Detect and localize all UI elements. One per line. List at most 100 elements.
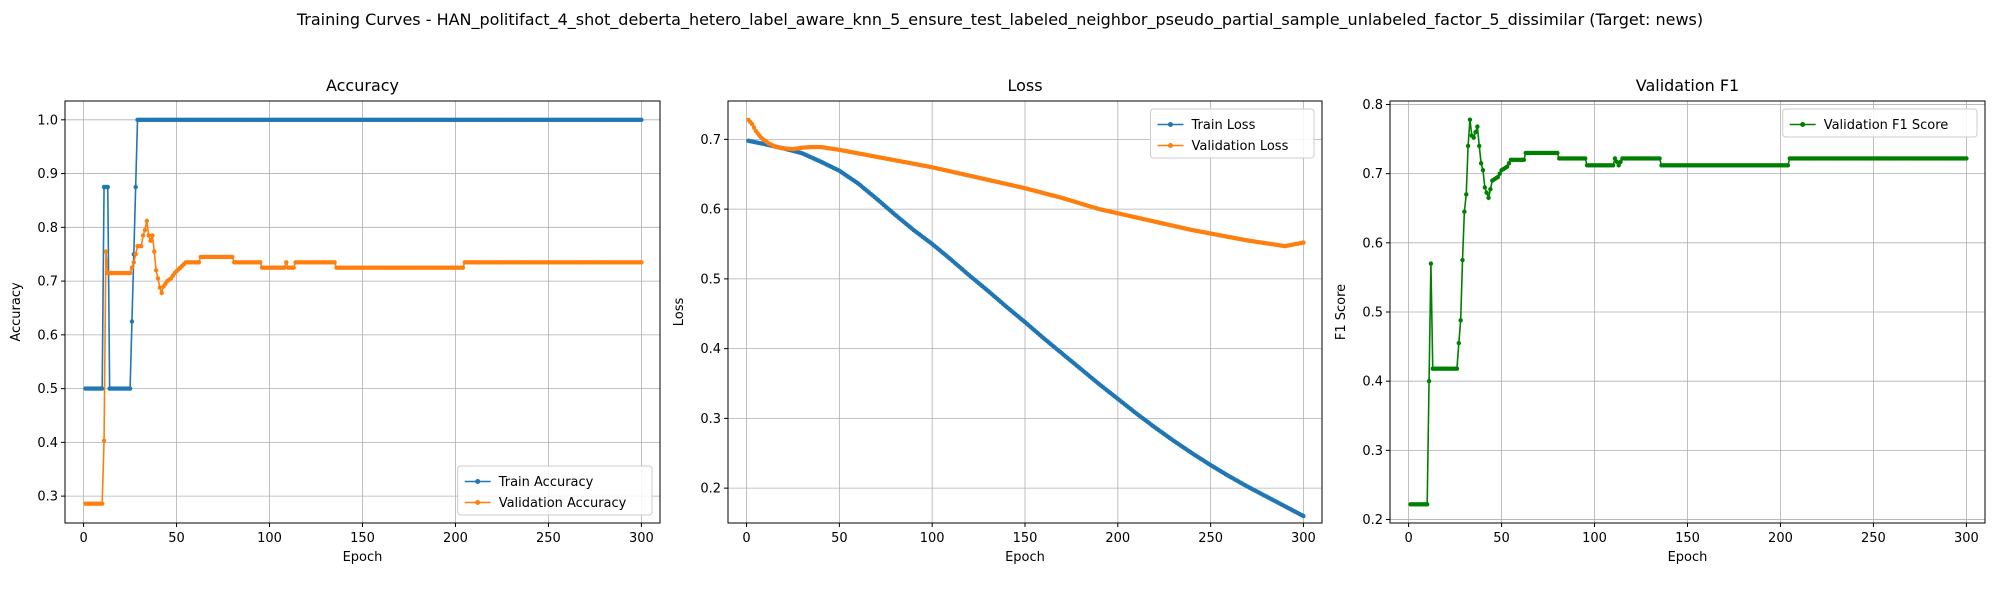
data-point xyxy=(152,249,157,254)
x-tick-label: 0 xyxy=(79,531,87,546)
y-tick-label: 0.5 xyxy=(1362,306,1383,321)
x-tick-label: 0 xyxy=(742,531,750,546)
y-tick-label: 0.2 xyxy=(1362,513,1383,528)
data-point xyxy=(133,184,138,190)
data-point xyxy=(1614,159,1620,165)
data-point xyxy=(1460,257,1465,263)
legend-label: Train Accuracy xyxy=(498,475,594,490)
data-point xyxy=(1467,117,1473,122)
data-point xyxy=(1486,195,1491,201)
y-tick-label: 0.7 xyxy=(37,275,58,290)
data-point xyxy=(140,233,146,238)
x-tick-label: 200 xyxy=(1768,531,1793,546)
legend: Validation F1 Score xyxy=(1782,108,1978,138)
data-point xyxy=(230,254,235,260)
data-point xyxy=(142,227,148,233)
data-point xyxy=(1657,156,1662,161)
data-point xyxy=(1497,171,1502,176)
series-validation-f1-score xyxy=(1408,117,1969,507)
x-tick-label: 150 xyxy=(1013,531,1038,546)
x-axis-label: Epoch xyxy=(1668,550,1708,565)
y-tick-label: 0.4 xyxy=(700,342,721,357)
data-point xyxy=(148,238,153,243)
legend-label: Train Loss xyxy=(1191,118,1256,133)
legend-marker xyxy=(1168,122,1173,127)
y-tick-label: 0.3 xyxy=(37,490,58,505)
x-tick-label: 0 xyxy=(1404,531,1412,546)
data-point xyxy=(1301,240,1306,245)
y-tick-label: 0.5 xyxy=(700,272,721,287)
data-point xyxy=(1301,513,1306,519)
data-point xyxy=(1495,174,1501,180)
data-point xyxy=(1477,143,1482,149)
data-point xyxy=(153,268,159,273)
x-tick-label: 300 xyxy=(1954,531,1979,546)
legend-marker xyxy=(475,500,481,505)
x-tick-label: 50 xyxy=(831,531,848,546)
data-point xyxy=(1618,159,1623,165)
data-point xyxy=(258,260,263,265)
y-tick-label: 0.6 xyxy=(700,203,721,218)
panel-title: Validation F1 xyxy=(1636,76,1739,95)
data-point xyxy=(129,319,135,324)
data-point xyxy=(1426,378,1432,384)
data-point xyxy=(1484,190,1489,195)
legend-box xyxy=(457,465,653,516)
data-point xyxy=(129,265,135,270)
y-axis-label: Accuracy xyxy=(9,282,24,342)
data-point xyxy=(1458,318,1463,323)
data-point xyxy=(146,233,151,238)
x-tick-label: 250 xyxy=(1198,531,1223,546)
data-point xyxy=(159,290,164,296)
y-tick-label: 0.6 xyxy=(37,328,58,343)
y-axis-label: Loss xyxy=(672,298,687,327)
series-validation-accuracy xyxy=(83,218,644,506)
legend-marker xyxy=(1800,122,1806,127)
data-point xyxy=(127,270,133,276)
data-point xyxy=(99,386,105,391)
data-point xyxy=(1610,163,1616,168)
data-point xyxy=(99,501,105,506)
data-point xyxy=(751,125,757,130)
legend-label: Validation Accuracy xyxy=(499,496,627,511)
y-tick-label: 0.9 xyxy=(37,167,58,182)
data-point xyxy=(460,265,466,270)
data-point xyxy=(127,386,133,391)
data-point xyxy=(1521,157,1527,162)
x-tick-label: 250 xyxy=(1861,531,1886,546)
y-tick-label: 0.8 xyxy=(37,221,58,236)
y-tick-label: 0.7 xyxy=(700,133,721,148)
data-point xyxy=(749,121,755,127)
y-tick-label: 0.5 xyxy=(37,382,58,397)
data-point xyxy=(332,260,337,265)
data-point xyxy=(157,285,163,290)
data-point xyxy=(1424,502,1430,507)
legend-marker xyxy=(1168,143,1173,148)
y-tick-label: 0.6 xyxy=(1362,236,1383,251)
data-point xyxy=(639,117,644,123)
data-point xyxy=(1964,156,1969,161)
legend-label: Validation F1 Score xyxy=(1824,118,1949,133)
data-point xyxy=(1465,143,1471,149)
x-tick-label: 50 xyxy=(168,531,185,546)
data-point xyxy=(1464,192,1469,197)
data-point xyxy=(1488,187,1493,192)
x-tick-label: 250 xyxy=(536,531,561,546)
x-tick-label: 100 xyxy=(257,531,282,546)
data-point xyxy=(1428,261,1434,266)
data-point xyxy=(1583,156,1588,161)
chart-panel-validation-f1: 0 50 100 150 200 250 300 0.2 0.3 0.4 0.5 0.6 0.7 0.8 V… xyxy=(1334,76,1986,565)
data-point xyxy=(133,252,138,257)
x-tick-label: 50 xyxy=(1493,531,1510,546)
data-point xyxy=(639,260,644,265)
data-point xyxy=(139,243,144,249)
legend-label: Validation Loss xyxy=(1192,139,1289,154)
data-point xyxy=(1471,135,1476,140)
y-tick-label: 0.2 xyxy=(700,482,721,497)
x-tick-label: 100 xyxy=(920,531,945,546)
series-train-loss xyxy=(746,138,1306,519)
panel-title: Loss xyxy=(1007,76,1042,95)
data-point xyxy=(155,276,161,281)
data-point xyxy=(150,233,155,238)
